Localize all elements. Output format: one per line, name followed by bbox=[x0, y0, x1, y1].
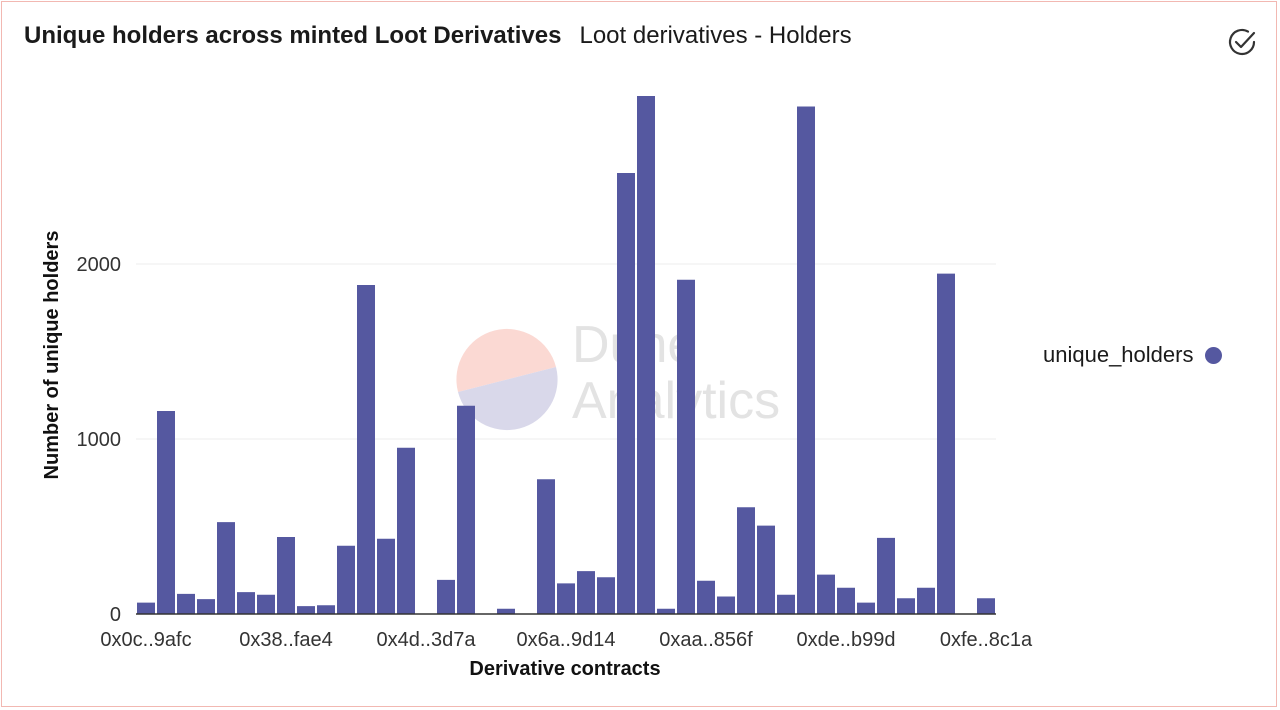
bar[interactable] bbox=[757, 525, 775, 614]
bars bbox=[137, 96, 995, 614]
bar[interactable] bbox=[917, 587, 935, 614]
x-tick-label: 0x0c..9afc bbox=[100, 629, 191, 651]
check-circle-icon[interactable] bbox=[1226, 26, 1258, 58]
title-row: Unique holders across minted Loot Deriva… bbox=[24, 22, 852, 50]
legend[interactable]: unique_holders bbox=[1043, 342, 1223, 368]
x-tick-label: 0x4d..3d7a bbox=[377, 629, 477, 651]
bar[interactable] bbox=[877, 537, 895, 614]
x-tick-label: 0x6a..9d14 bbox=[517, 629, 616, 651]
legend-label: unique_holders bbox=[1043, 342, 1194, 367]
bar[interactable] bbox=[637, 96, 655, 614]
bar[interactable] bbox=[697, 580, 715, 614]
x-tick-label: 0xaa..856f bbox=[659, 629, 753, 651]
bar[interactable] bbox=[977, 598, 995, 614]
bar[interactable] bbox=[817, 574, 835, 614]
bar[interactable] bbox=[357, 285, 375, 614]
y-tick-label: 2000 bbox=[77, 254, 122, 276]
y-axis-label: Number of unique holders bbox=[41, 231, 63, 480]
bar[interactable] bbox=[237, 592, 255, 614]
bar[interactable] bbox=[577, 571, 595, 614]
x-tick-label: 0xfe..8c1a bbox=[940, 629, 1033, 651]
x-tick-label: 0xde..b99d bbox=[797, 629, 896, 651]
bar[interactable] bbox=[937, 273, 955, 614]
bar[interactable] bbox=[277, 537, 295, 614]
bar[interactable] bbox=[677, 279, 695, 614]
bar[interactable] bbox=[897, 598, 915, 614]
watermark-line2: Analytics bbox=[572, 372, 780, 430]
bar[interactable] bbox=[377, 538, 395, 614]
bar[interactable] bbox=[557, 583, 575, 614]
bar[interactable] bbox=[597, 577, 615, 614]
bar[interactable] bbox=[337, 545, 355, 614]
y-tick-label: 1000 bbox=[77, 429, 122, 451]
bar[interactable] bbox=[137, 602, 155, 614]
y-tick-labels: 0 1000 2000 bbox=[77, 254, 122, 626]
bar[interactable] bbox=[797, 106, 815, 615]
y-tick-label: 0 bbox=[110, 604, 121, 626]
bar[interactable] bbox=[777, 594, 795, 614]
bar[interactable] bbox=[837, 587, 855, 614]
bar[interactable] bbox=[317, 605, 335, 614]
bar[interactable] bbox=[197, 599, 215, 614]
bar[interactable] bbox=[857, 602, 875, 614]
bar[interactable] bbox=[497, 608, 515, 614]
bar[interactable] bbox=[617, 173, 635, 614]
chart-subtitle: Loot derivatives - Holders bbox=[579, 22, 852, 49]
bar[interactable] bbox=[257, 594, 275, 614]
bar[interactable] bbox=[537, 479, 555, 614]
bar[interactable] bbox=[297, 606, 315, 614]
bar[interactable] bbox=[437, 579, 455, 614]
x-tick-label: 0x38..fae4 bbox=[239, 629, 332, 651]
bar[interactable] bbox=[737, 507, 755, 614]
bar[interactable] bbox=[717, 596, 735, 615]
x-axis-label: Derivative contracts bbox=[469, 658, 660, 680]
legend-dot bbox=[1205, 346, 1223, 364]
bar[interactable] bbox=[657, 608, 675, 614]
bar[interactable] bbox=[177, 593, 195, 614]
bar[interactable] bbox=[397, 447, 415, 614]
bar[interactable] bbox=[457, 405, 475, 614]
bar[interactable] bbox=[217, 522, 235, 614]
chart-title: Unique holders across minted Loot Deriva… bbox=[24, 22, 562, 49]
grid-lines bbox=[136, 263, 996, 440]
x-tick-labels: 0x0c..9afc 0x38..fae4 0x4d..3d7a 0x6a..9d14… bbox=[100, 629, 1033, 651]
bar[interactable] bbox=[157, 411, 175, 614]
